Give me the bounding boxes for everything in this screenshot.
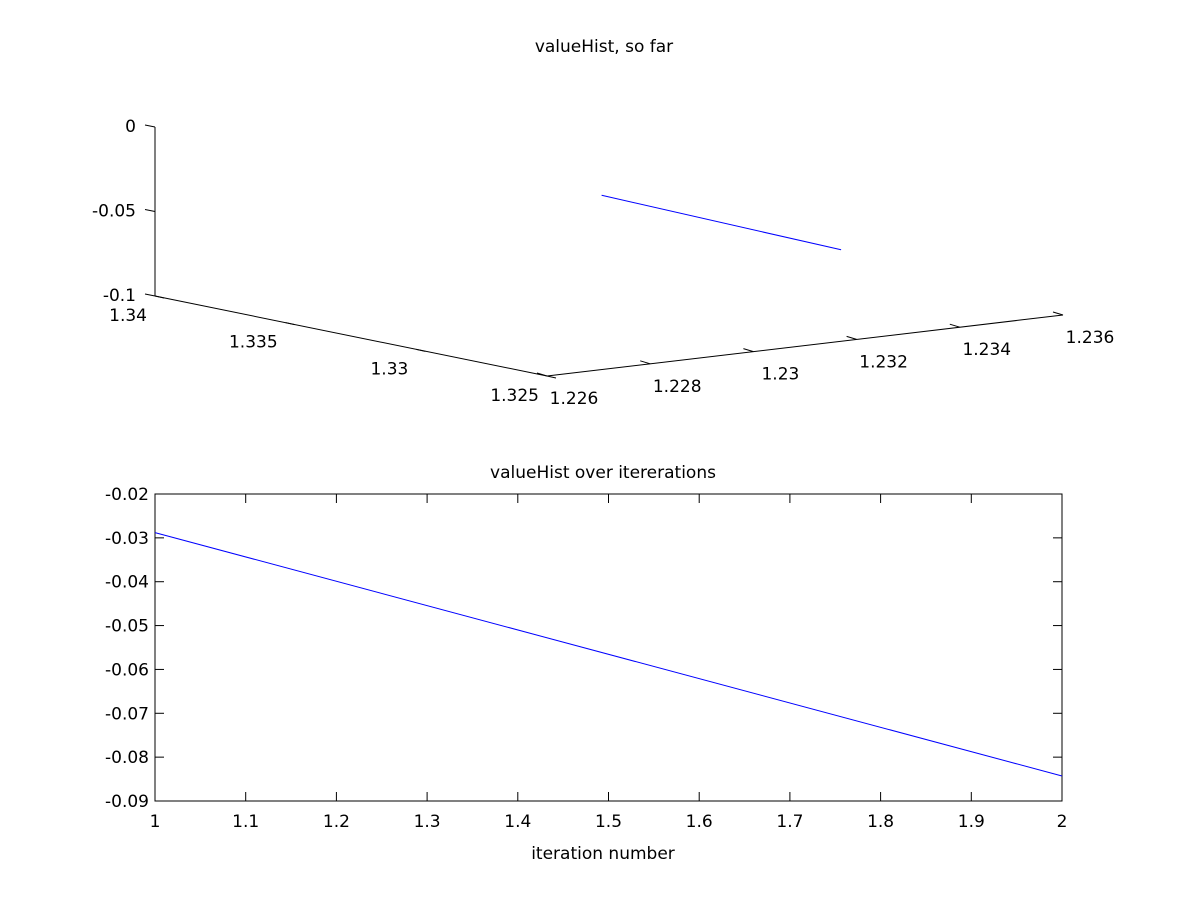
plot-3d-z-tick-mark	[144, 209, 156, 212]
plot-2d-x-tick-label: 2	[1057, 812, 1068, 832]
plot-2d-y-tick-label: -0.02	[105, 485, 149, 505]
plot-3d-x-tick-mark	[1052, 311, 1064, 316]
plot-3d-y-tick-label: 1.33	[370, 359, 408, 379]
plot-3d-x-tick-mark	[640, 360, 651, 365]
plot-3d-z-tick-mark	[144, 293, 156, 297]
plot-3d-x-tick-mark	[536, 372, 548, 377]
plot-2d-series-line	[154, 532, 1063, 777]
plot-3d-x-axis-line	[546, 314, 1064, 377]
plot-3d-z-ticks: -0.1 -0.05 0	[92, 117, 156, 306]
plot-3d-x-tick-mark	[846, 335, 857, 340]
plot-3d-x-tick-label: 1.234	[962, 340, 1011, 360]
plot-2d-axes: valueHist over itererations 1 1.1 1.2 1.3 1.…	[105, 463, 1067, 864]
plot-2d-x-tick-label: 1.8	[867, 812, 894, 832]
plot-2d-y-tick-label: -0.07	[105, 704, 149, 724]
plot-2d-x-tick-label: 1.2	[323, 812, 350, 832]
plot-2d-y-ticks: -0.02 -0.03 -0.04 -0.05 -0.06 -0.07 -0.08 -0.09	[105, 485, 1062, 812]
plot-2d-series	[154, 532, 1063, 777]
plot-2d-x-axis-label: iteration number	[531, 844, 675, 864]
plot-3d-x-tick-label: 1.236	[1066, 328, 1115, 348]
plot-3d-y-tick-mark	[546, 375, 557, 379]
plot-2d-y-tick-label: -0.03	[105, 529, 149, 549]
plot-2d-x-tick-label: 1.6	[686, 812, 713, 832]
plot-3d-z-tick-label: -0.05	[92, 202, 136, 222]
plot-3d-x-tick-label: 1.232	[859, 352, 908, 372]
plot-2d-x-tick-label: 1.7	[776, 812, 803, 832]
plot-2d-x-tick-label: 1.9	[958, 812, 985, 832]
plot-3d-title: valueHist, so far	[535, 37, 673, 57]
plot-3d-x-ticks: 1.226 1.228 1.23 1.232 1.234 1.236	[536, 311, 1115, 409]
plot-3d-z-tick-label: 0	[125, 117, 136, 137]
plot-3d-y-tick-mark	[154, 295, 165, 299]
plot-3d-x-tick-label: 1.228	[653, 377, 702, 397]
plot-3d-z-tick-label: -0.1	[103, 286, 136, 306]
plot-2d-x-tick-label: 1	[150, 812, 161, 832]
plot-2d-title: valueHist over itererations	[490, 463, 716, 483]
plot-3d-z-tick-mark	[144, 124, 156, 128]
plot-2d-y-tick-label: -0.08	[105, 748, 149, 768]
plot-2d-x-tick-label: 1.4	[504, 812, 531, 832]
plot-3d-y-tick-label: 1.325	[490, 386, 539, 406]
plot-3d-y-axis-line	[154, 295, 548, 377]
plot-2d-x-tick-label: 1.5	[595, 812, 622, 832]
plot-3d-y-tick-mark	[285, 322, 295, 326]
plot-3d-y-tick-label: 1.335	[229, 333, 278, 353]
plot-3d-series	[601, 194, 842, 251]
plot-2d-y-tick-label: -0.09	[105, 792, 149, 812]
plot-2d-y-tick-label: -0.06	[105, 660, 149, 680]
plot-3d-x-tick-mark	[743, 348, 754, 353]
plot-2d-y-tick-label: -0.04	[105, 573, 149, 593]
plot-3d-axes: valueHist, so far 1.2261.2281.231.2321.2…	[92, 37, 1114, 409]
plot-3d-y-tick-label: 1.34	[109, 306, 147, 326]
plot-3d-x-tick-label: 1.226	[550, 389, 599, 409]
plot-2d-x-ticks: 1 1.1 1.2 1.3 1.4 1.5 1.6 1.7 1.8 1.9 2	[150, 494, 1068, 832]
plot-2d-x-tick-label: 1.1	[232, 812, 259, 832]
plot-2d-y-tick-label: -0.05	[105, 617, 149, 637]
plot-3d-y-ticks: 1.325 1.33 1.335 1.34	[109, 295, 557, 406]
plot-3d-x-tick-mark	[949, 323, 960, 328]
plot-3d-x-tick-label: 1.23	[761, 365, 799, 385]
plot-3d-series-line	[601, 194, 842, 251]
plot-3d-y-tick-mark	[416, 348, 426, 352]
plot-2d-x-tick-label: 1.3	[414, 812, 441, 832]
